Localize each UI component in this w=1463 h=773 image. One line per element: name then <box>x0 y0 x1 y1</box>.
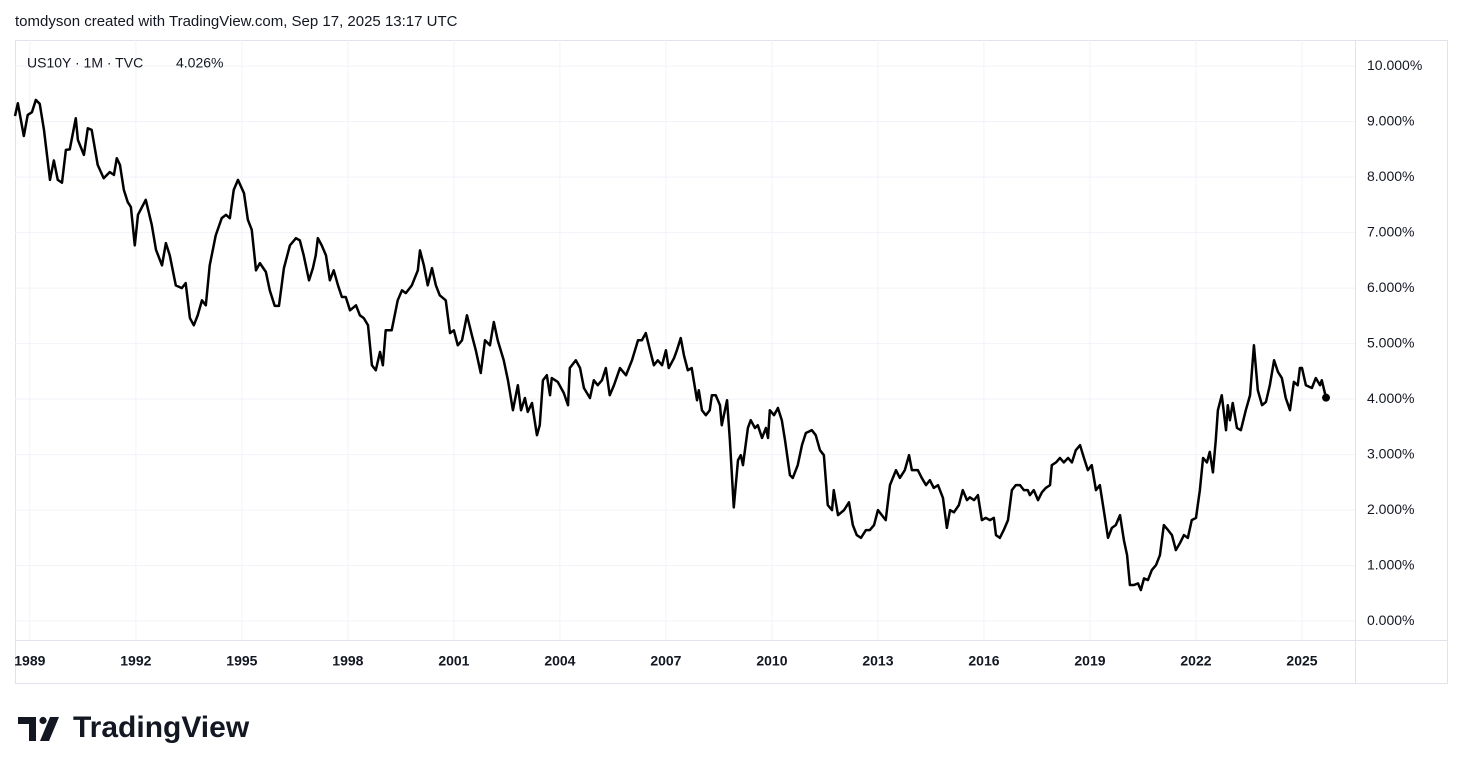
y-tick-label: 1.000% <box>1367 556 1414 572</box>
y-tick-label: 8.000% <box>1367 168 1414 184</box>
grid <box>15 40 1355 640</box>
x-tick-label: 2016 <box>968 653 999 669</box>
symbol-label: US10Y · 1M · TVC <box>27 55 143 71</box>
x-tick-label: 2025 <box>1286 653 1317 669</box>
x-tick-label: 1989 <box>14 653 45 669</box>
logo-dot <box>39 716 47 725</box>
x-tick-label: 2001 <box>438 653 469 669</box>
chart-frame <box>15 40 1448 684</box>
x-tick-label: 2022 <box>1180 653 1211 669</box>
credit: tomdyson created with TradingView.com, S… <box>15 13 458 30</box>
x-tick-label: 2004 <box>544 653 575 669</box>
y-tick-label: 7.000% <box>1367 223 1414 239</box>
x-tick-label: 2019 <box>1074 653 1105 669</box>
x-tick-label: 1998 <box>332 653 363 669</box>
y-tick-label: 2.000% <box>1367 501 1414 517</box>
y-tick-label: 4.000% <box>1367 390 1414 406</box>
logo-mark <box>18 717 36 741</box>
logo-slash <box>40 717 59 741</box>
y-tick-label: 10.000% <box>1367 57 1422 73</box>
y-tick-label: 5.000% <box>1367 334 1414 350</box>
x-tick-label: 2007 <box>650 653 681 669</box>
y-tick-label: 0.000% <box>1367 612 1414 628</box>
axes: 0.000% 1.000% 2.000% 3.000% 4.000% 5.000% 6.00… <box>14 57 1422 669</box>
y-tick-label: 3.000% <box>1367 445 1414 461</box>
y-tick-label: 9.000% <box>1367 112 1414 128</box>
x-tick-label: 1995 <box>226 653 257 669</box>
x-tick-label: 1992 <box>120 653 151 669</box>
x-tick-label: 2010 <box>756 653 787 669</box>
last-value-label: 4.026% <box>176 55 223 71</box>
last-point <box>1322 393 1331 402</box>
x-tick-label: 2013 <box>862 653 893 669</box>
brand-name: TradingView <box>73 711 250 744</box>
series <box>13 98 1331 592</box>
series-line <box>13 98 1328 592</box>
y-tick-label: 6.000% <box>1367 279 1414 295</box>
brand-logo: TradingView <box>18 711 250 744</box>
